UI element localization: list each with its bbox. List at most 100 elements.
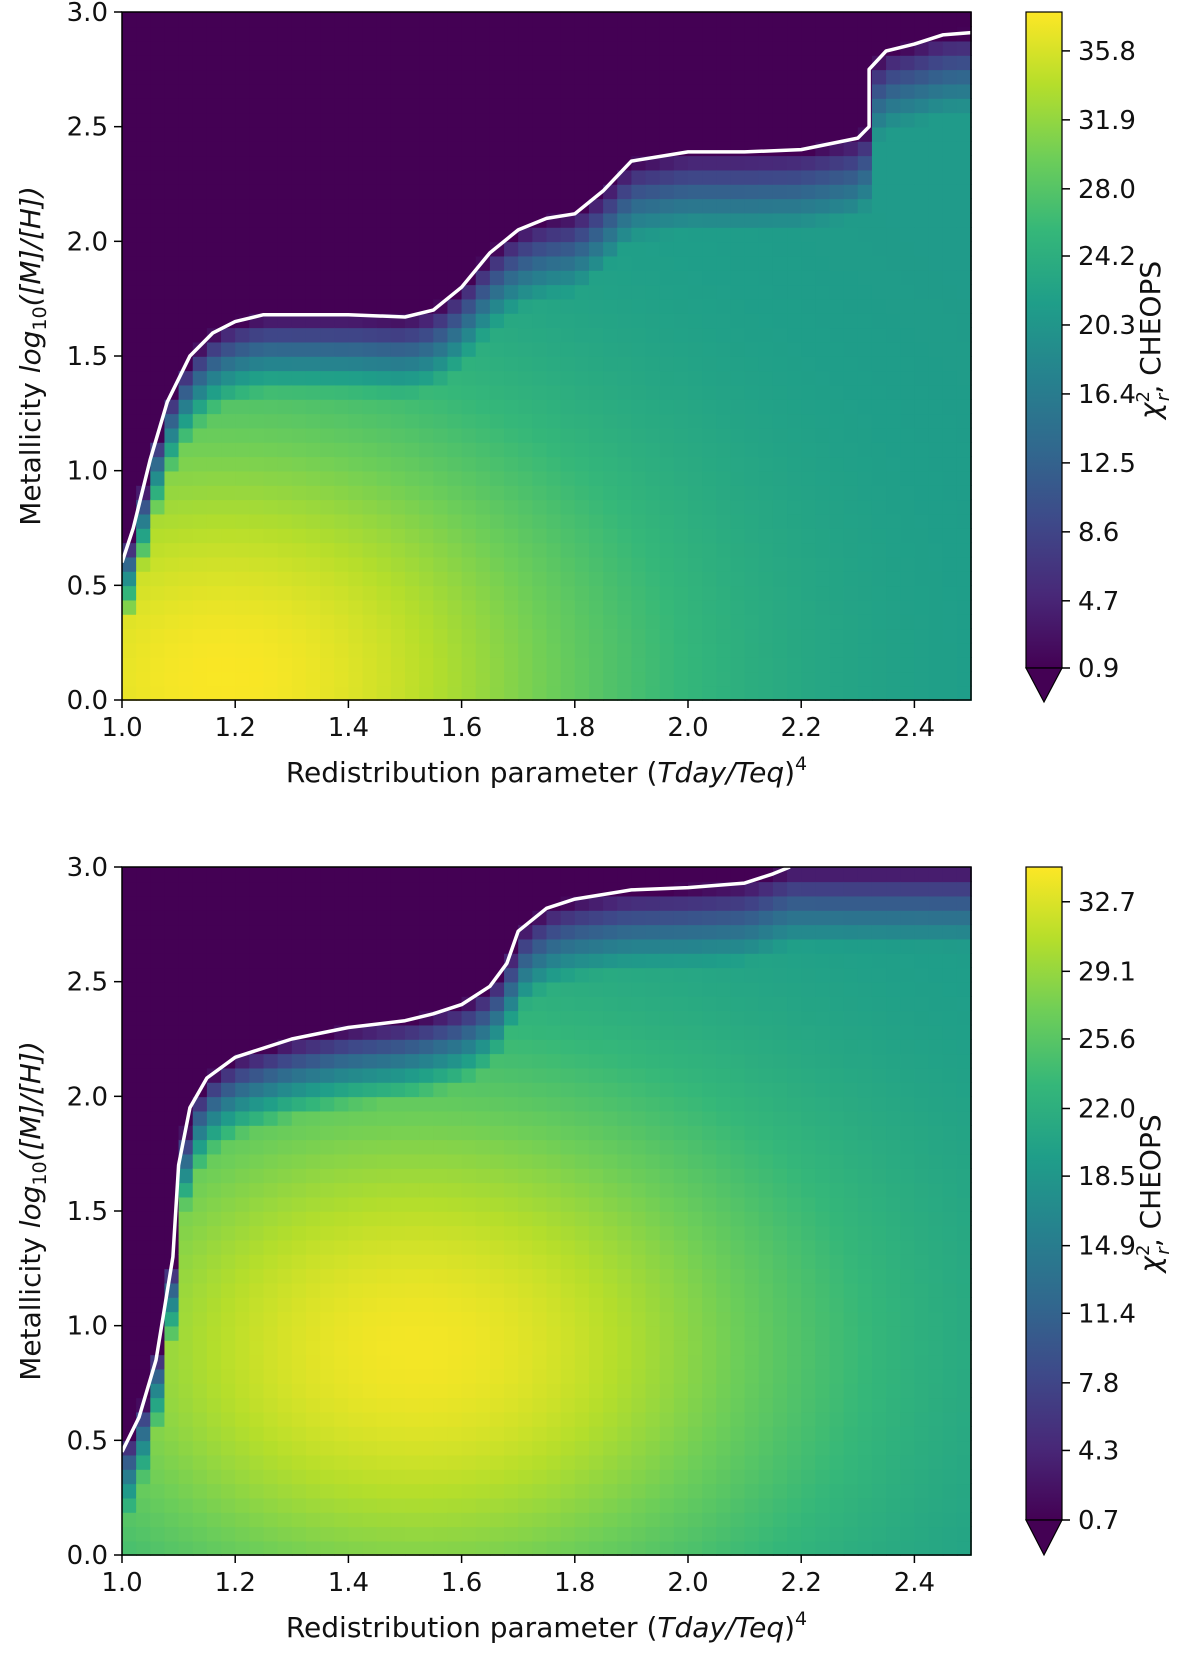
heatmap-cell [843, 341, 859, 357]
heatmap-cell [320, 98, 336, 114]
heatmap-cell [206, 614, 222, 630]
heatmap-cell [334, 141, 350, 157]
heatmap-cell [263, 556, 279, 572]
heatmap-cell [376, 1483, 392, 1499]
heatmap-cell [235, 26, 251, 42]
heatmap-cell [419, 327, 435, 343]
heatmap-cell [659, 1053, 675, 1069]
heatmap-cell [956, 399, 972, 415]
heatmap-cell [475, 1053, 491, 1069]
heatmap-cell [320, 953, 336, 969]
heatmap-cell [235, 298, 251, 314]
heatmap-cell [362, 442, 378, 458]
heatmap-cell [504, 169, 519, 185]
heatmap-cell [433, 485, 449, 501]
heatmap-cell [716, 470, 732, 486]
heatmap-cell [164, 1067, 180, 1083]
heatmap-cell [192, 1211, 208, 1227]
heatmap-cell [136, 1469, 152, 1485]
heatmap-cell [574, 184, 590, 200]
heatmap-cell [348, 585, 364, 601]
heatmap-cell [150, 1297, 166, 1313]
heatmap-cell [928, 685, 944, 701]
heatmap-cell [206, 198, 222, 214]
heatmap-cell [843, 155, 859, 171]
heatmap-cell [362, 1311, 378, 1327]
heatmap-cell [320, 657, 336, 673]
heatmap-cell [221, 556, 236, 572]
heatmap-cell [433, 12, 449, 28]
heatmap-cell [475, 1497, 491, 1513]
heatmap-cell [645, 55, 661, 71]
heatmap-cell [673, 341, 689, 357]
heatmap-cell [673, 599, 689, 615]
heatmap-cell [461, 255, 477, 271]
heatmap-cell [178, 542, 194, 558]
heatmap-cell [787, 499, 802, 515]
heatmap-cell [277, 938, 293, 954]
heatmap-cell [716, 1469, 732, 1485]
heatmap-cell [277, 126, 293, 142]
heatmap-cell [645, 384, 661, 400]
heatmap-cell [588, 1411, 604, 1427]
heatmap-cell [305, 155, 321, 171]
heatmap-cell [475, 571, 491, 587]
heatmap-cell [164, 938, 180, 954]
heatmap-cell [645, 642, 661, 658]
heatmap-cell [659, 1483, 675, 1499]
heatmap-cell [305, 1168, 321, 1184]
heatmap-cell [192, 1483, 208, 1499]
heatmap-cell [348, 542, 364, 558]
heatmap-cell [206, 1153, 222, 1169]
heatmap-cell [688, 1268, 703, 1284]
heatmap-cell [489, 341, 505, 357]
heatmap-cell [376, 1239, 392, 1255]
heatmap-cell [461, 571, 477, 587]
heatmap-cell [221, 1239, 236, 1255]
heatmap-cell [136, 1512, 152, 1528]
heatmap-cell [645, 1239, 661, 1255]
heatmap-cell [320, 470, 336, 486]
heatmap-cell [164, 1010, 180, 1026]
heatmap-cell [702, 1297, 718, 1313]
heatmap-cell [136, 83, 152, 99]
heatmap-cell [942, 571, 958, 587]
heatmap-cell [178, 270, 194, 286]
heatmap-cell [461, 284, 477, 300]
heatmap-cell [320, 1110, 336, 1126]
heatmap-cell [122, 1297, 137, 1313]
heatmap-cell [433, 456, 449, 472]
heatmap-cell [320, 1239, 336, 1255]
heatmap-cell [574, 642, 590, 658]
heatmap-cell [886, 284, 902, 300]
heatmap-cell [334, 1196, 350, 1212]
heatmap-cell [164, 1411, 180, 1427]
heatmap-cell [546, 1526, 562, 1542]
heatmap-cell [164, 1082, 180, 1098]
heatmap-cell [787, 69, 802, 85]
heatmap-cell [801, 26, 817, 42]
heatmap-cell [702, 1153, 718, 1169]
heatmap-cell [263, 981, 279, 997]
heatmap-cell [631, 112, 647, 128]
heatmap-cell [390, 895, 406, 911]
heatmap-cell [659, 83, 675, 99]
heatmap-cell [489, 1340, 505, 1356]
heatmap-cell [192, 585, 208, 601]
heatmap-cell [928, 427, 944, 443]
heatmap-cell [405, 1168, 420, 1184]
heatmap-cell [900, 313, 916, 329]
heatmap-cell [914, 155, 930, 171]
heatmap-cell [475, 227, 491, 243]
heatmap-cell [504, 184, 519, 200]
heatmap-cell [603, 1096, 619, 1112]
heatmap-cell [688, 98, 703, 114]
heatmap-cell [475, 599, 491, 615]
heatmap-cell [221, 1368, 236, 1384]
heatmap-cell [122, 1096, 137, 1112]
heatmap-cell [348, 881, 364, 897]
heatmap-cell [419, 356, 435, 372]
heatmap-cell [730, 112, 746, 128]
heatmap-cell [702, 1225, 718, 1241]
heatmap-cell [716, 628, 732, 644]
